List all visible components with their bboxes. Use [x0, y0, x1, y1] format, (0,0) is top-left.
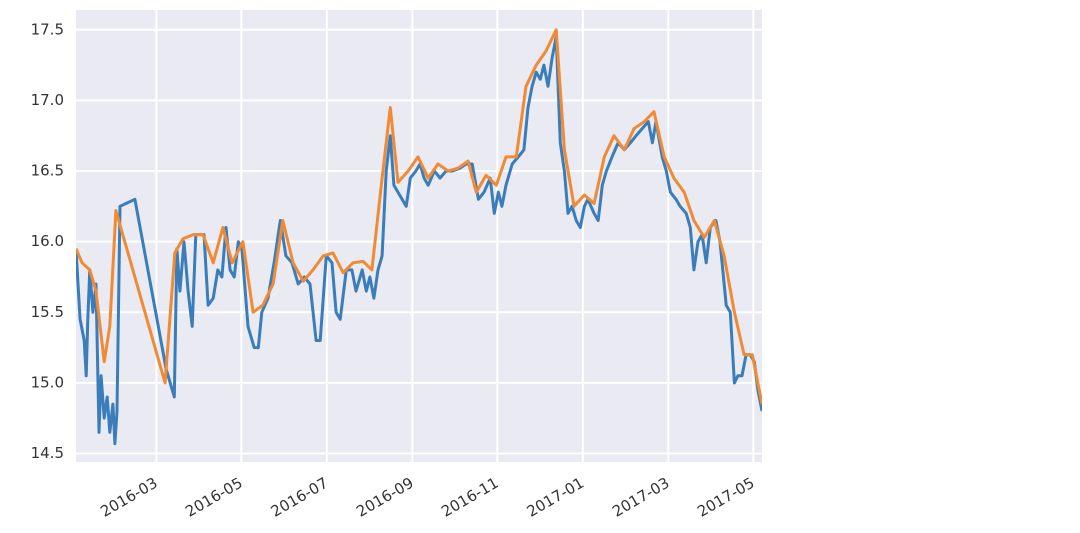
y-tick-label: 15.0: [31, 373, 64, 391]
plot-area: [76, 10, 762, 462]
y-tick-label: 14.5: [31, 444, 64, 462]
x-tick-label: 2016-09: [353, 474, 416, 521]
y-tick-label: 15.5: [31, 303, 64, 321]
y-tick-label: 16.0: [31, 232, 64, 250]
line-series: [76, 28, 762, 405]
x-tick-label: 2016-07: [268, 474, 331, 521]
line-series: [76, 35, 762, 446]
x-tick-label: 2016-11: [438, 474, 501, 521]
x-tick-label: 2017-03: [609, 474, 672, 521]
x-tick-label: 2017-01: [524, 474, 587, 521]
y-tick-label: 16.5: [31, 162, 64, 180]
x-tick-label: 2016-05: [182, 474, 245, 521]
x-tick-label: 2016-03: [97, 474, 160, 521]
x-tick-label: 2017-05: [694, 474, 757, 521]
y-tick-label: 17.5: [31, 20, 64, 38]
y-tick-label: 17.0: [31, 91, 64, 109]
